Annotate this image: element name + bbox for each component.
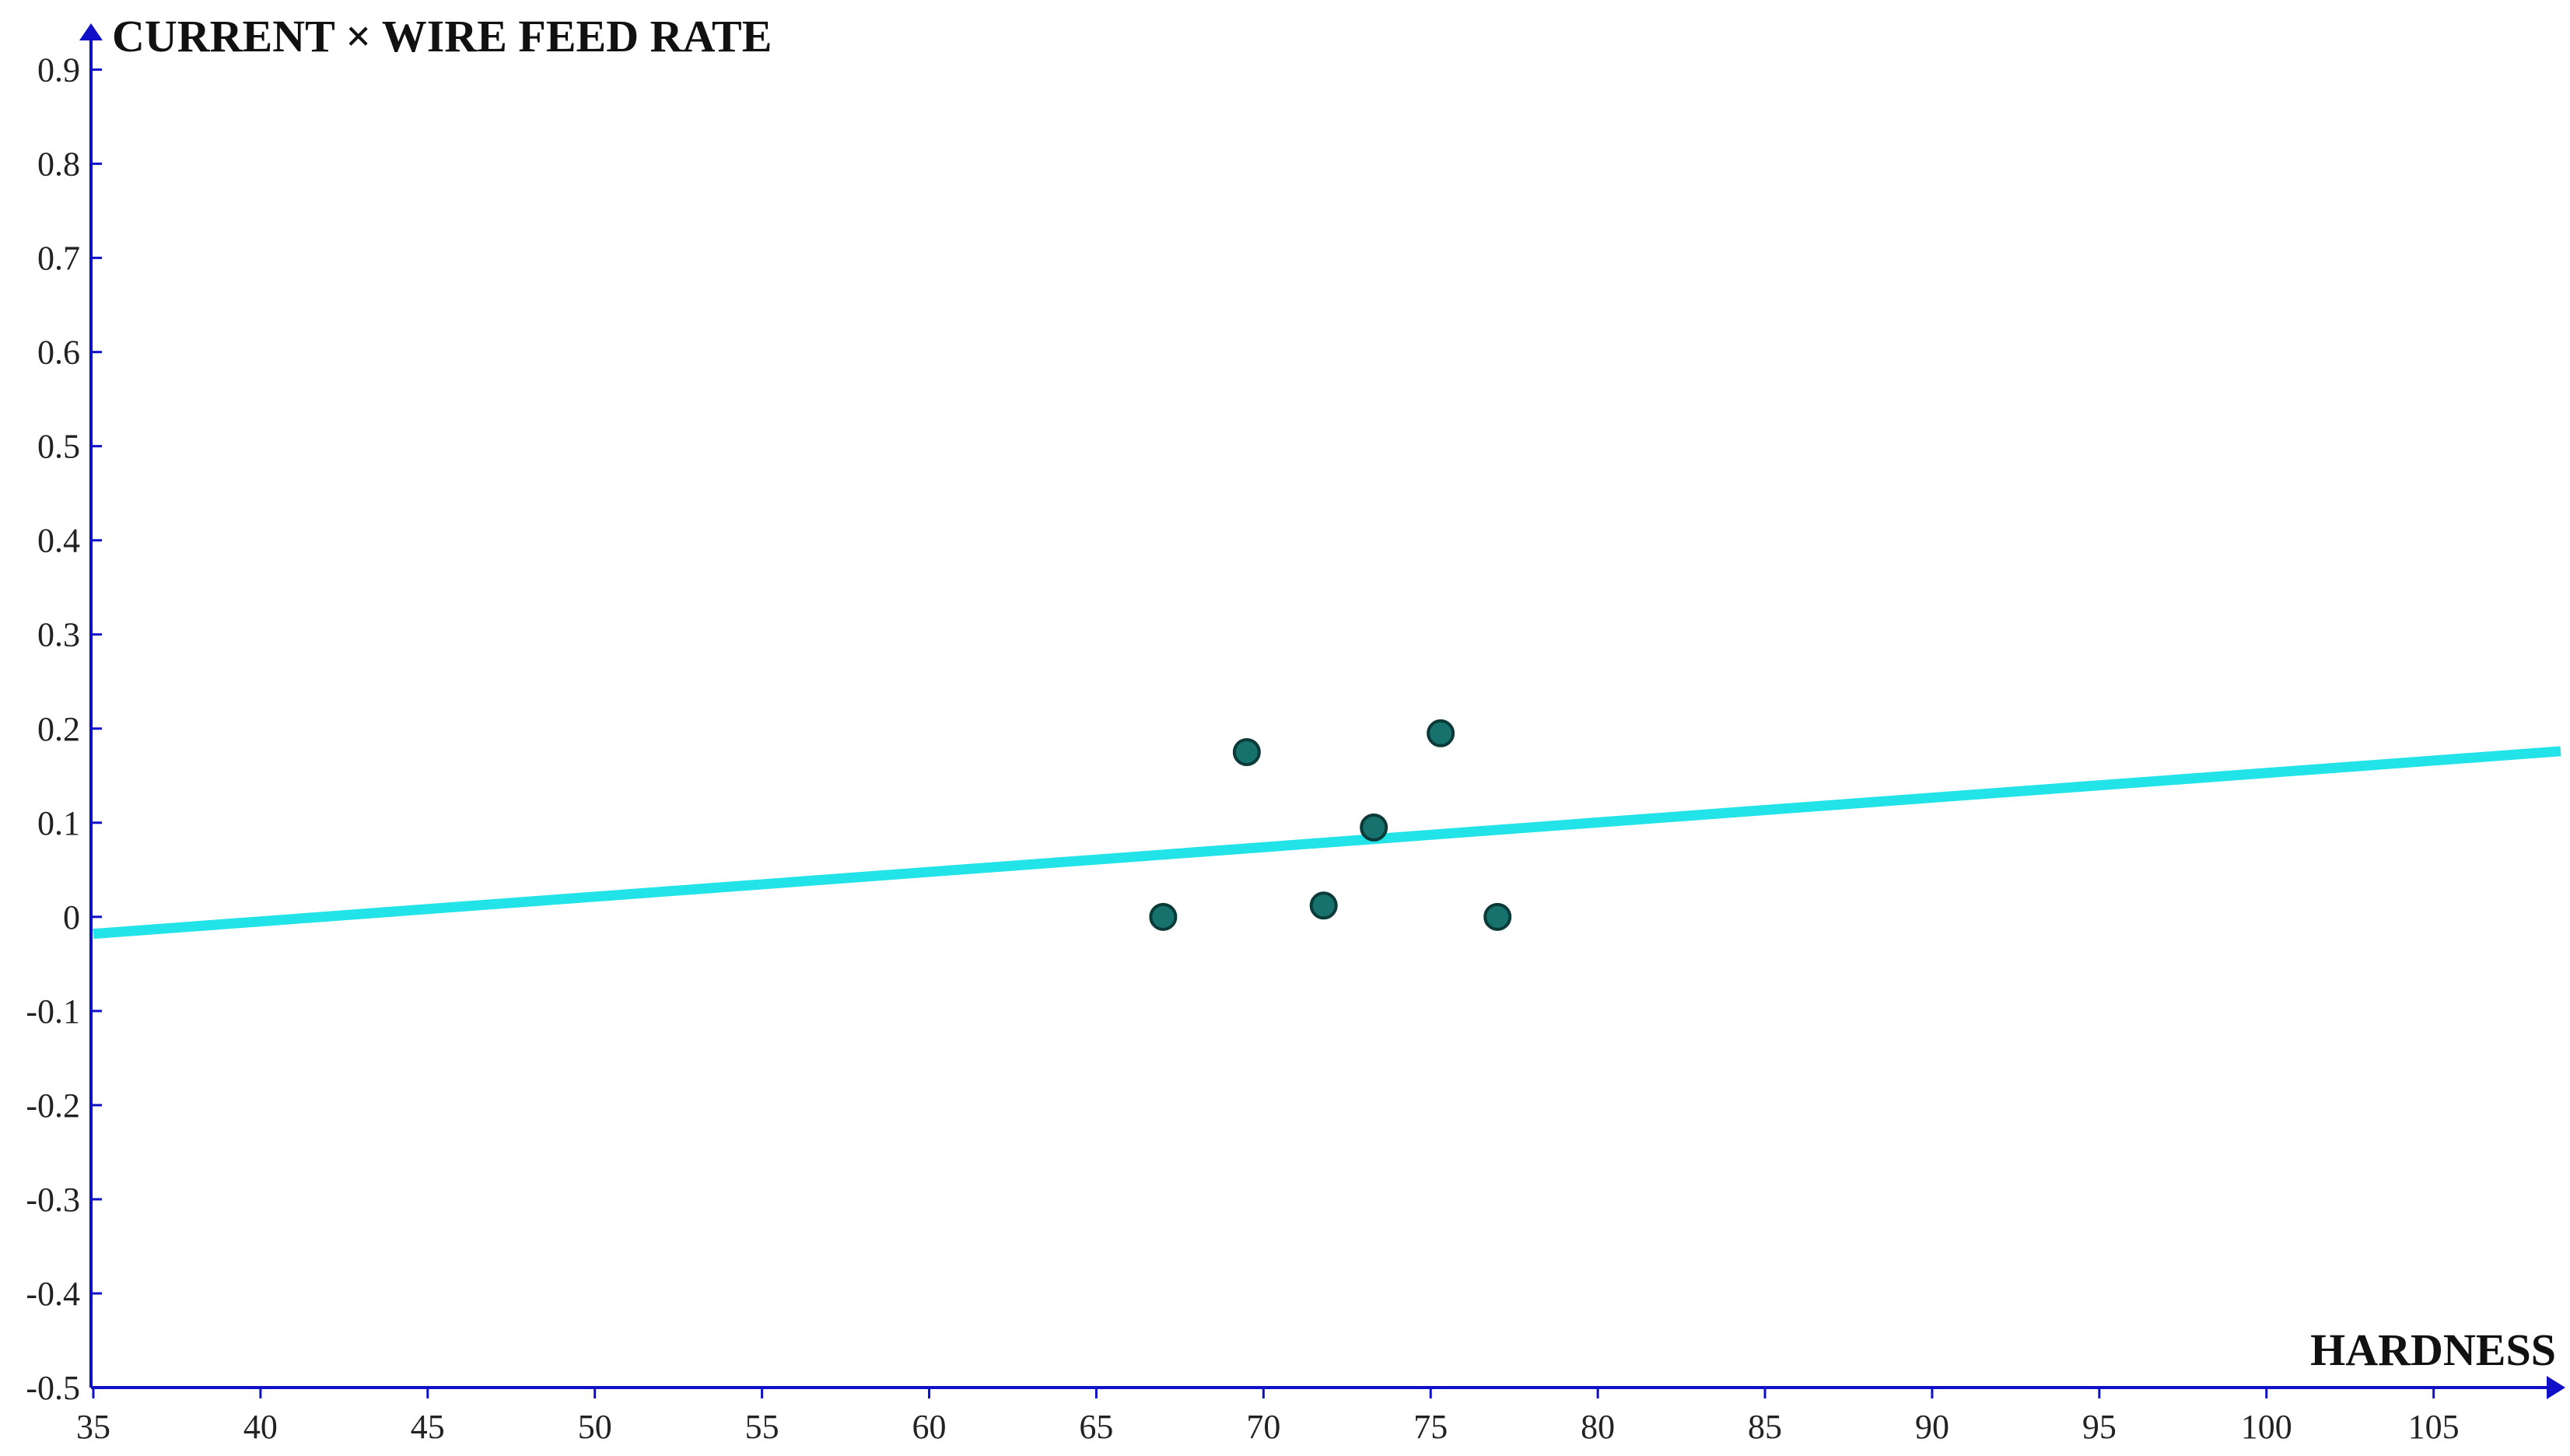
x-axis-title: HARDNESS	[2310, 1325, 2556, 1375]
data-point	[1149, 902, 1178, 931]
y-tick-label: -0.1	[26, 992, 80, 1031]
x-tick-label: 35	[76, 1408, 110, 1446]
ticks: 35 40 45 50 55 60 65 70 75 80 85 90 95 100 105 -0.5 -0.4…	[26, 51, 2459, 1446]
x-tick-label: 85	[1748, 1408, 1782, 1446]
y-tick-label: 0.7	[37, 240, 80, 278]
y-tick-label: 0	[63, 898, 80, 936]
axes	[79, 23, 2565, 1399]
y-tick-label: 0.4	[37, 522, 80, 560]
y-axis-arrowhead	[79, 23, 103, 40]
x-tick-label: 55	[745, 1408, 779, 1446]
data-point	[1360, 813, 1388, 842]
x-axis-arrowhead	[2547, 1376, 2565, 1399]
x-tick-label: 100	[2241, 1408, 2292, 1446]
y-tick-label: 0.8	[37, 145, 80, 184]
y-axis-title: CURRENT × WIRE FEED RATE	[112, 11, 772, 61]
fit-line	[93, 746, 2561, 940]
x-tick-label: 75	[1413, 1408, 1448, 1446]
x-tick-label: 70	[1246, 1408, 1280, 1446]
data-point	[1232, 738, 1261, 767]
y-tick-label: 0.2	[37, 710, 80, 748]
data-point	[1309, 891, 1338, 920]
x-tick-label: 90	[1915, 1408, 1949, 1446]
y-tick-label: 0.5	[37, 428, 80, 466]
x-tick-label: 65	[1079, 1408, 1113, 1446]
y-tick-label: 0.1	[37, 804, 80, 842]
y-tick-label: 0.6	[37, 334, 80, 372]
y-tick-label: -0.4	[26, 1275, 80, 1313]
x-tick-label: 60	[912, 1408, 947, 1446]
y-tick-label: -0.2	[26, 1087, 80, 1125]
x-tick-label: 95	[2082, 1408, 2117, 1446]
data-points	[1149, 719, 1512, 931]
data-point	[1483, 902, 1512, 931]
y-tick-label: 0.9	[37, 51, 80, 89]
y-tick-label: -0.3	[26, 1181, 80, 1219]
fit-line-layer	[93, 746, 2561, 940]
x-tick-label: 45	[411, 1408, 445, 1446]
data-point	[1427, 719, 1455, 747]
y-tick-label: -0.5	[26, 1369, 80, 1407]
x-tick-label: 50	[578, 1408, 612, 1446]
x-tick-label: 80	[1581, 1408, 1615, 1446]
y-tick-label: 0.3	[37, 616, 80, 654]
x-tick-label: 105	[2408, 1408, 2460, 1446]
x-tick-label: 40	[243, 1408, 278, 1446]
